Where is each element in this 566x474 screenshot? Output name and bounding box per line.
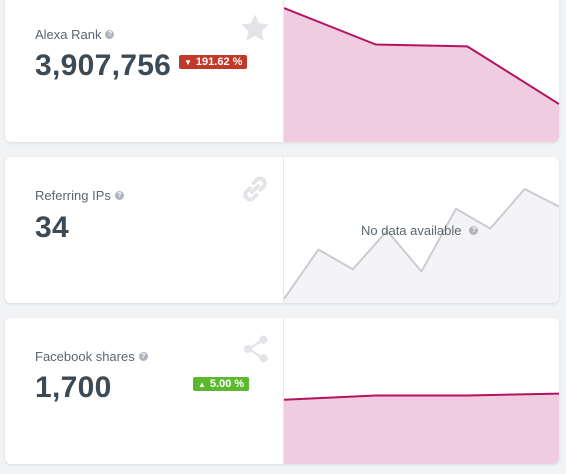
no-data-message: No data available ? [361,223,478,238]
help-icon[interactable]: ? [115,191,124,200]
facebook-shares-summary: Facebook shares ? 1,700 ▲ 5.00 % [5,318,283,464]
chart-area [284,394,559,464]
alexa-rank-card: Alexa Rank ? 3,907,756 ▼ 191.62 % [5,0,559,142]
referring-ips-summary: Referring IPs ? 34 [5,157,283,303]
help-icon[interactable]: ? [105,30,114,39]
referring-ips-card: Referring IPs ? 34 No data available ? [5,157,559,303]
facebook-shares-card: Facebook shares ? 1,700 ▲ 5.00 % [5,318,559,464]
referring-ips-label: Referring IPs ? [35,188,124,203]
link-icon [237,171,273,207]
help-icon[interactable]: ? [469,226,478,235]
caret-down-icon: ▼ [184,58,192,67]
alexa-rank-chart [284,0,559,142]
referring-ips-value: 34 [35,211,69,245]
caret-up-icon: ▲ [198,380,206,389]
facebook-shares-label: Facebook shares ? [35,349,148,364]
alexa-rank-change-badge: ▼ 191.62 % [179,55,247,69]
chart-area [284,8,559,142]
star-icon [239,12,271,44]
chart-area [284,189,559,303]
facebook-shares-chart [284,318,559,464]
alexa-rank-summary: Alexa Rank ? 3,907,756 ▼ 191.62 % [5,0,283,142]
help-icon[interactable]: ? [139,352,148,361]
alexa-rank-label: Alexa Rank ? [35,27,114,42]
facebook-shares-change-badge: ▲ 5.00 % [193,377,249,391]
referring-ips-chart: No data available ? [284,157,559,303]
alexa-rank-value: 3,907,756 [35,49,171,83]
facebook-shares-value: 1,700 [35,371,112,405]
share-icon [241,333,271,365]
